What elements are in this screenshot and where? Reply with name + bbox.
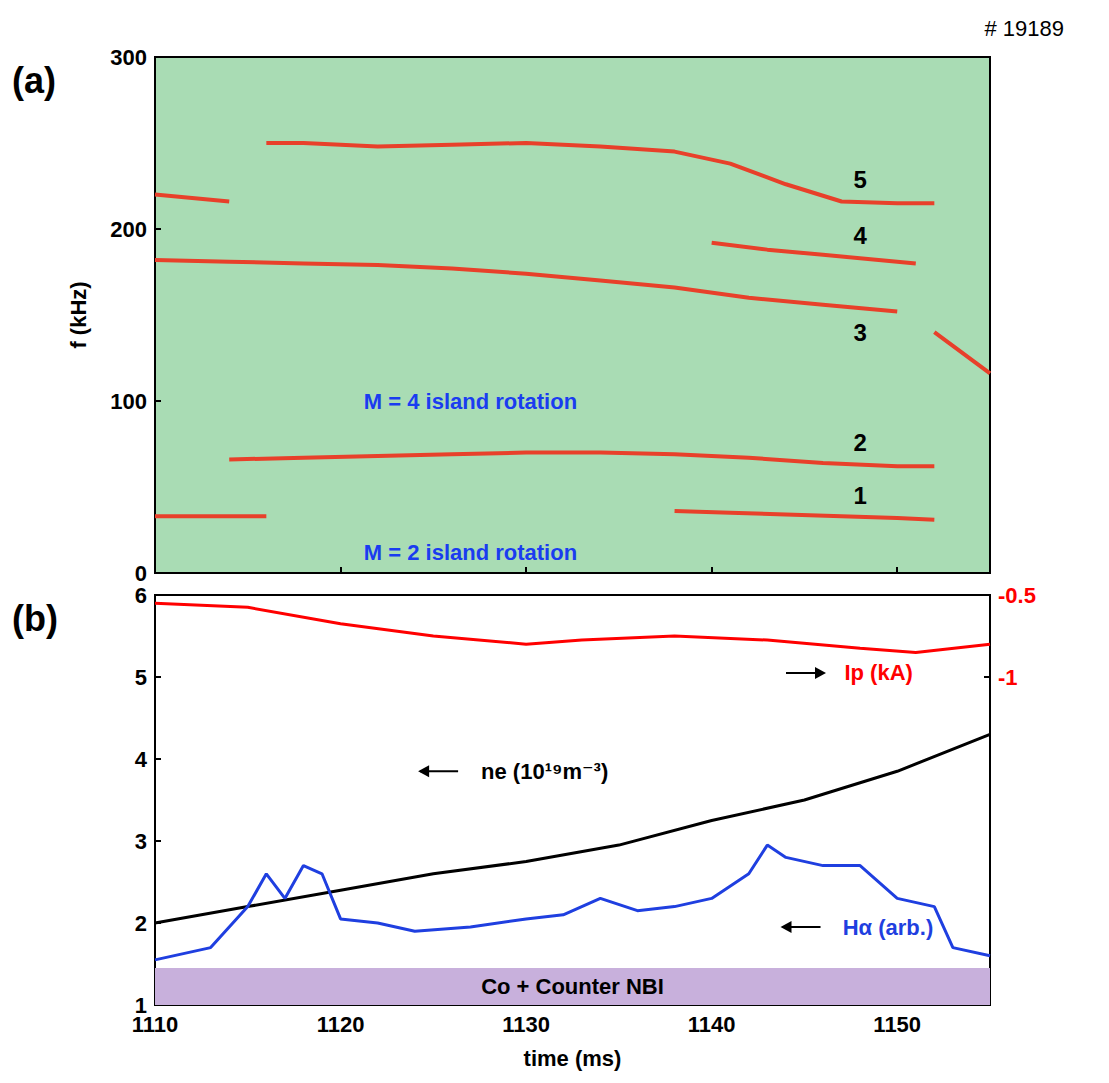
svg-text:300: 300 xyxy=(110,45,147,70)
svg-text:2: 2 xyxy=(135,911,147,936)
svg-text:1: 1 xyxy=(134,992,147,1018)
svg-text:5: 5 xyxy=(135,665,147,690)
svg-text:3: 3 xyxy=(135,829,147,854)
svg-text:0: 0 xyxy=(134,560,147,586)
svg-text:time (ms): time (ms) xyxy=(524,1046,622,1071)
svg-text:4: 4 xyxy=(135,747,148,772)
svg-text:100: 100 xyxy=(110,389,147,414)
svg-text:-1: -1 xyxy=(998,665,1018,690)
svg-text:(b): (b) xyxy=(12,598,58,639)
svg-text:1110: 1110 xyxy=(132,1012,179,1037)
svg-text:M = 2 island rotation: M = 2 island rotation xyxy=(364,540,577,565)
svg-text:4: 4 xyxy=(853,222,867,249)
svg-text:200: 200 xyxy=(110,217,147,242)
svg-text:5: 5 xyxy=(853,166,866,193)
svg-text:1130: 1130 xyxy=(502,1012,550,1037)
svg-text:f (kHz): f (kHz) xyxy=(66,281,91,348)
svg-text:2: 2 xyxy=(853,429,866,456)
svg-text:1150: 1150 xyxy=(873,1012,921,1037)
svg-text:# 19189: # 19189 xyxy=(984,16,1064,41)
svg-text:(a): (a) xyxy=(12,60,56,101)
svg-text:6: 6 xyxy=(135,583,147,608)
svg-text:1140: 1140 xyxy=(688,1012,736,1037)
svg-text:1120: 1120 xyxy=(317,1012,365,1037)
svg-text:Ip (kA): Ip (kA) xyxy=(844,660,912,685)
svg-text:3: 3 xyxy=(853,319,866,346)
svg-text:Hα (arb.): Hα (arb.) xyxy=(843,915,934,940)
svg-text:1: 1 xyxy=(853,482,866,509)
svg-text:Co + Counter NBI: Co + Counter NBI xyxy=(481,974,664,999)
svg-text:-0.5: -0.5 xyxy=(998,583,1036,608)
svg-text:ne (10¹⁹m⁻³): ne (10¹⁹m⁻³) xyxy=(481,759,608,784)
svg-text:M = 4 island rotation: M = 4 island rotation xyxy=(364,389,577,414)
